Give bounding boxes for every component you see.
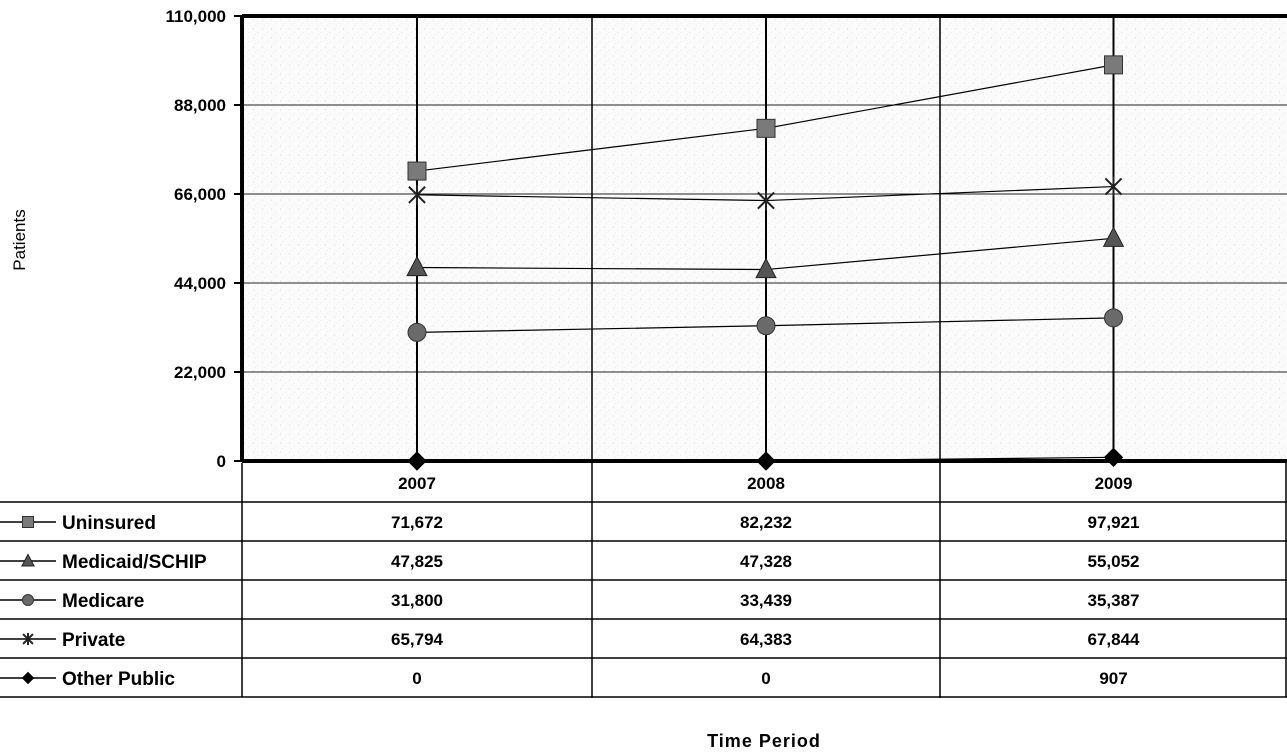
data-point-other-public bbox=[1103, 447, 1124, 468]
data-label-other-public: 0 bbox=[761, 669, 770, 688]
legend-marker-private bbox=[22, 632, 34, 646]
y-tick-label: 88,000 bbox=[174, 96, 226, 115]
data-point-medicare bbox=[1104, 308, 1123, 328]
data-label-private: 67,844 bbox=[1088, 630, 1141, 649]
data-label-medicaid-schip: 47,825 bbox=[391, 552, 443, 571]
data-point-uninsured bbox=[407, 161, 427, 181]
data-point-other-public bbox=[407, 451, 427, 471]
legend-label-uninsured: Uninsured bbox=[62, 513, 156, 534]
data-point-private bbox=[408, 184, 426, 205]
y-tick-label: 22,000 bbox=[174, 363, 226, 382]
legend-label-medicaid-schip: Medicaid/SCHIP bbox=[62, 552, 207, 573]
data-label-uninsured: 82,232 bbox=[740, 513, 792, 532]
data-point-private bbox=[757, 190, 775, 211]
y-tick-label: 66,000 bbox=[174, 185, 226, 204]
x-tick-label: 2008 bbox=[747, 474, 785, 493]
data-point-other-public bbox=[756, 451, 776, 471]
data-point-medicaid-schip bbox=[755, 257, 777, 279]
data-point-medicare bbox=[407, 322, 427, 342]
legend-label-medicare: Medicare bbox=[62, 591, 144, 612]
y-axis-title: Patients bbox=[10, 209, 29, 270]
data-label-other-public: 0 bbox=[412, 669, 421, 688]
x-tick-label: 2007 bbox=[398, 474, 436, 493]
data-label-medicaid-schip: 47,328 bbox=[740, 552, 792, 571]
legend-marker-other-public bbox=[21, 671, 35, 685]
data-label-private: 64,383 bbox=[740, 630, 792, 649]
legend-label-private: Private bbox=[62, 630, 125, 651]
data-point-medicaid-schip bbox=[406, 255, 428, 277]
data-label-medicare: 35,387 bbox=[1088, 591, 1140, 610]
data-label-medicaid-schip: 55,052 bbox=[1088, 552, 1140, 571]
x-tick-label: 2009 bbox=[1095, 474, 1133, 493]
data-label-uninsured: 97,921 bbox=[1088, 513, 1140, 532]
y-tick-label: 44,000 bbox=[174, 274, 226, 293]
data-label-private: 65,794 bbox=[391, 630, 444, 649]
data-label-medicare: 33,439 bbox=[740, 591, 792, 610]
data-label-medicare: 31,800 bbox=[391, 591, 443, 610]
x-axis-title: Time Period bbox=[707, 731, 821, 751]
data-label-other-public: 907 bbox=[1099, 669, 1127, 688]
y-tick-label: 0 bbox=[217, 452, 226, 471]
data-point-uninsured bbox=[1104, 55, 1123, 75]
legend-marker-medicare bbox=[22, 594, 34, 606]
data-point-private bbox=[1104, 176, 1123, 197]
data-point-medicare bbox=[756, 316, 776, 336]
legend-marker-uninsured bbox=[22, 516, 34, 528]
data-point-medicaid-schip bbox=[1102, 226, 1125, 247]
plot-area bbox=[242, 16, 1287, 461]
legend-label-other-public: Other Public bbox=[62, 669, 175, 690]
data-label-uninsured: 71,672 bbox=[391, 513, 443, 532]
data-point-uninsured bbox=[756, 118, 776, 138]
y-tick-label: 110,000 bbox=[165, 7, 226, 26]
legend-marker-medicaid-schip bbox=[21, 553, 35, 567]
